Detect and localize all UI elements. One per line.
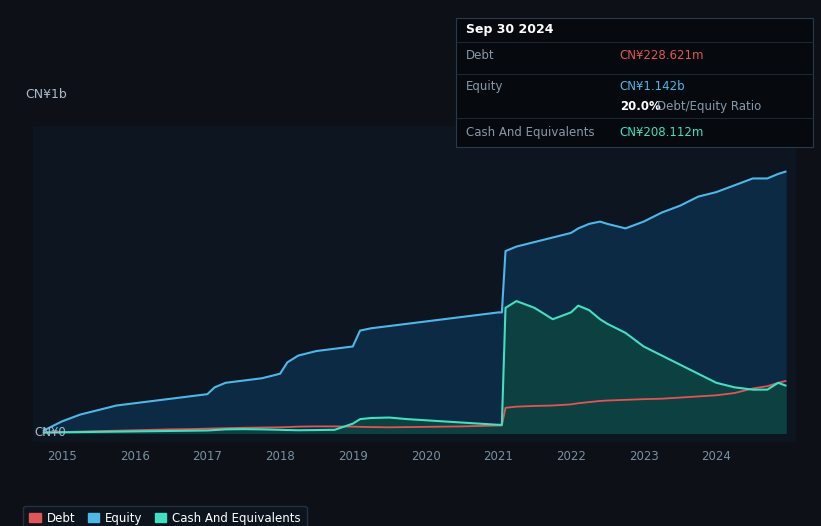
Text: CN¥0: CN¥0 (34, 426, 67, 439)
Text: Cash And Equivalents: Cash And Equivalents (466, 126, 594, 139)
Text: Debt: Debt (466, 49, 494, 62)
Text: Sep 30 2024: Sep 30 2024 (466, 23, 553, 36)
Text: Equity: Equity (466, 80, 503, 94)
Text: Debt/Equity Ratio: Debt/Equity Ratio (657, 100, 761, 113)
Legend: Debt, Equity, Cash And Equivalents: Debt, Equity, Cash And Equivalents (24, 506, 307, 526)
Text: CN¥208.112m: CN¥208.112m (620, 126, 704, 139)
Text: CN¥1b: CN¥1b (25, 88, 67, 101)
Text: CN¥228.621m: CN¥228.621m (620, 49, 704, 62)
Text: 20.0%: 20.0% (620, 100, 661, 113)
Text: CN¥1.142b: CN¥1.142b (620, 80, 686, 94)
